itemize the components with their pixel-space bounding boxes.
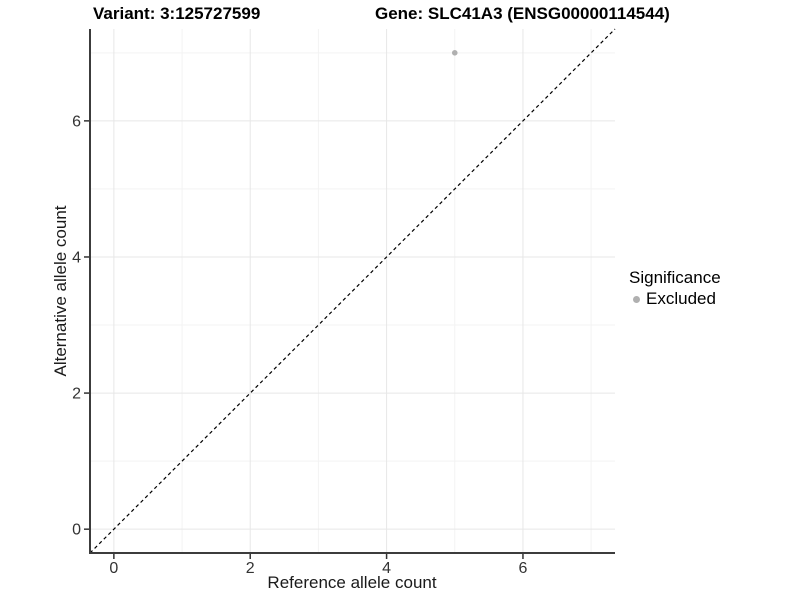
- x-tick-label: 2: [246, 560, 255, 577]
- legend-title: Significance: [629, 268, 721, 287]
- y-tick-label: 0: [72, 522, 81, 539]
- data-point: [451, 50, 458, 56]
- x-tick-label: 0: [109, 560, 118, 577]
- y-tick-label: 4: [72, 249, 81, 266]
- legend-key-dot-icon: [633, 295, 640, 303]
- variant-title: Variant: 3:125727599: [93, 4, 261, 23]
- identity-reference-line: [89, 28, 616, 554]
- x-axis-title: Reference allele count: [267, 573, 437, 592]
- y-tick-label: 2: [72, 386, 81, 403]
- y-tick-label: 6: [72, 113, 81, 130]
- legend: Significance Excluded: [629, 267, 721, 309]
- legend-item-label: Excluded: [646, 289, 716, 308]
- x-tick-label: 6: [519, 560, 528, 577]
- x-tick-label: 4: [382, 560, 391, 577]
- y-axis-title: Alternative allele count: [51, 205, 70, 377]
- gene-title: Gene: SLC41A3 (ENSG00000114544): [375, 4, 670, 23]
- legend-item: Excluded: [629, 289, 721, 309]
